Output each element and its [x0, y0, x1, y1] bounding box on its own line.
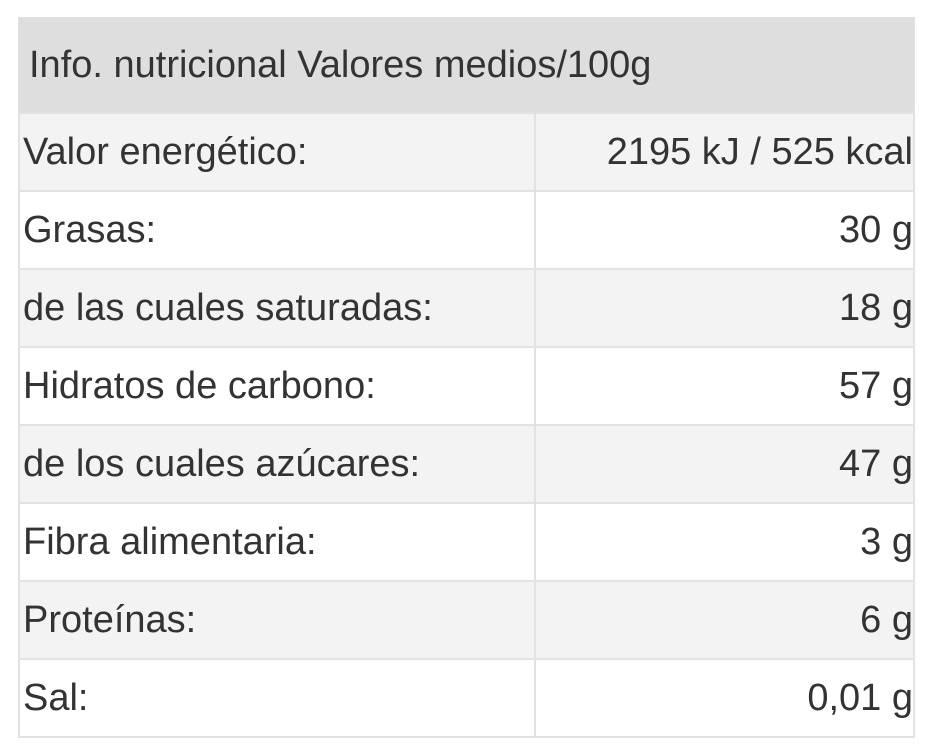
- nutrient-label: de los cuales azúcares:: [18, 424, 536, 504]
- nutrient-value: 47 g: [534, 424, 915, 504]
- table-row: Valor energético: 2195 kJ / 525 kcal: [18, 112, 915, 192]
- nutrition-table: Info. nutricional Valores medios/100g Va…: [18, 17, 915, 738]
- table-row: Sal: 0,01 g: [18, 658, 915, 738]
- nutrient-value: 18 g: [534, 268, 915, 348]
- nutrient-value: 3 g: [534, 502, 915, 582]
- nutrient-label: de las cuales saturadas:: [18, 268, 536, 348]
- table-row: Grasas: 30 g: [18, 190, 915, 270]
- nutrient-value: 0,01 g: [534, 658, 915, 738]
- table-header: Info. nutricional Valores medios/100g: [18, 17, 915, 112]
- table-row: Hidratos de carbono: 57 g: [18, 346, 915, 426]
- nutrient-label: Fibra alimentaria:: [18, 502, 536, 582]
- nutrient-value: 6 g: [534, 580, 915, 660]
- rows: Valor energético: 2195 kJ / 525 kcal Grasa…: [18, 112, 915, 738]
- table-row: Proteínas: 6 g: [18, 580, 915, 660]
- table-row: Fibra alimentaria: 3 g: [18, 502, 915, 582]
- nutrient-label: Grasas:: [18, 190, 536, 270]
- nutrient-value: 57 g: [534, 346, 915, 426]
- table-row: de los cuales azúcares: 47 g: [18, 424, 915, 504]
- nutrient-label: Hidratos de carbono:: [18, 346, 536, 426]
- nutrient-label: Valor energético:: [18, 112, 536, 192]
- nutrient-label: Proteínas:: [18, 580, 536, 660]
- nutrient-label: Sal:: [18, 658, 536, 738]
- nutrient-value: 2195 kJ / 525 kcal: [534, 112, 915, 192]
- table-body: Valor energético: 2195 kJ / 525 kcal Grasa…: [18, 112, 915, 738]
- table-row: de las cuales saturadas: 18 g: [18, 268, 915, 348]
- nutrient-value: 30 g: [534, 190, 915, 270]
